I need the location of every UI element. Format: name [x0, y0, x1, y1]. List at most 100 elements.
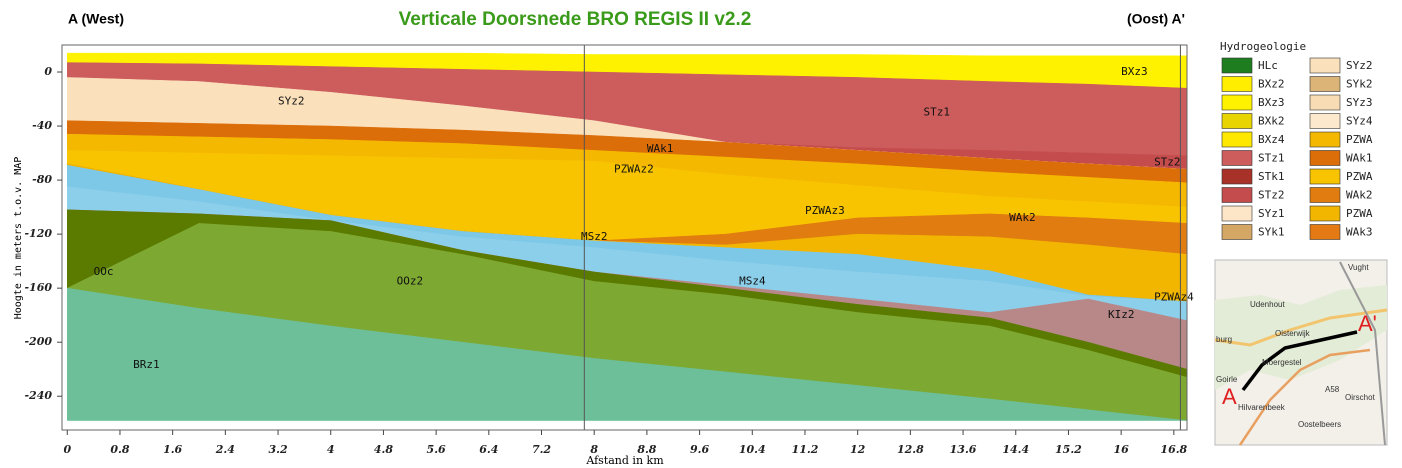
layer-label: PZWAz3 [805, 204, 845, 217]
legend-label: PZWA [1346, 133, 1373, 146]
layer-label: BXz3 [1121, 65, 1148, 78]
map-label: Vught [1348, 263, 1369, 272]
legend-swatch [1310, 58, 1340, 73]
legend-swatch [1222, 206, 1252, 221]
layer-label: SYz2 [278, 95, 305, 108]
left-label: A (West) [68, 11, 124, 27]
x-tick-label: 6.4 [479, 443, 498, 456]
legend-label: BXz2 [1258, 78, 1285, 91]
legend-label: HLc [1258, 59, 1278, 72]
legend-swatch [1310, 132, 1340, 147]
page: SYz2 WAk1 PZWAz2 STz1 BXz3 STz2 PZWAz3 WAk2 MSz2… [0, 0, 1402, 468]
legend-label: WAk2 [1346, 189, 1373, 202]
layer-label: MSz4 [739, 274, 766, 287]
x-tick-label: 0.8 [110, 443, 129, 456]
legend-swatch [1222, 132, 1252, 147]
map-label: A58 [1325, 385, 1340, 394]
map-label: Udenhout [1250, 300, 1285, 309]
legend-label: STk1 [1258, 170, 1285, 183]
map-label: Hilvarenbeek [1238, 403, 1286, 412]
legend-label: SYz1 [1258, 207, 1285, 220]
legend-label: STz2 [1258, 189, 1285, 202]
layer-label: KIz2 [1108, 308, 1135, 321]
legend-swatch [1310, 188, 1340, 203]
legend-swatch [1310, 114, 1340, 129]
layer-label: BRz1 [133, 358, 160, 371]
x-tick-label: 12 [850, 443, 866, 456]
x-tick-label: 10.4 [739, 443, 766, 456]
legend-swatch [1222, 77, 1252, 92]
map-label: Oostelbeers [1298, 420, 1341, 429]
chart-title: Verticale Doorsnede BRO REGIS II v2.2 [399, 9, 752, 30]
layer-label: MSz2 [581, 230, 608, 243]
map-label: Goirle [1216, 375, 1238, 384]
x-tick-label: 8 [590, 443, 598, 456]
x-tick-label: 0 [63, 443, 71, 456]
legend-label: BXk2 [1258, 115, 1285, 128]
map-label: burg [1216, 335, 1232, 344]
legend-swatch [1222, 58, 1252, 73]
y-tick-label: -80 [32, 173, 52, 186]
legend-label: WAk3 [1346, 226, 1373, 239]
right-label: (Oost) A' [1127, 11, 1185, 27]
layer-label: STz2 [1154, 156, 1181, 169]
x-tick-label: 7.2 [532, 443, 551, 456]
x-tick-label: 5.6 [427, 443, 446, 456]
legend-label: PZWA [1346, 207, 1373, 220]
x-tick-label: 9.6 [690, 443, 709, 456]
legend-swatch [1222, 95, 1252, 110]
legend-swatch [1222, 151, 1252, 166]
legend-title: Hydrogeologie [1220, 40, 1306, 53]
x-tick-label: 13.6 [950, 443, 977, 456]
x-tick-label: 2.4 [215, 443, 235, 456]
map-label: Oirschot [1345, 393, 1376, 402]
x-tick-label: 12.8 [897, 443, 924, 456]
x-tick-label: 8.8 [637, 443, 656, 456]
legend-label: WAk1 [1346, 152, 1373, 165]
y-tick-label: -160 [24, 281, 52, 294]
legend-swatch [1310, 225, 1340, 240]
legend-swatch [1310, 151, 1340, 166]
y-tick-label: 0 [44, 65, 52, 78]
legend-label: PZWA [1346, 170, 1373, 183]
x-tick-label: 15.2 [1055, 443, 1082, 456]
y-axis-label: Hoogte in meters t.o.v. MAP [13, 157, 24, 320]
legend-label: SYk2 [1346, 78, 1373, 91]
location-map: Vught Udenhout Oisterwijk burg Moergeste… [1215, 260, 1387, 445]
layer-label: OOc [94, 265, 114, 278]
map-label: Moergestel [1262, 358, 1302, 367]
legend-label: BXz3 [1258, 96, 1285, 109]
legend-label: BXz4 [1258, 133, 1285, 146]
map-label: Oisterwijk [1275, 329, 1311, 338]
cross-section: SYz2WAk1PZWAz2STz1BXz3STz2PZWAz3WAk2MSz2… [67, 45, 1194, 430]
legend-swatch [1222, 169, 1252, 184]
x-tick-label: 1.6 [163, 443, 182, 456]
x-tick-label: 14.4 [1002, 443, 1029, 456]
legend-swatch [1310, 206, 1340, 221]
legend-swatch [1310, 169, 1340, 184]
y-tick-label: -40 [32, 119, 52, 132]
layer-label: WAk1 [647, 142, 674, 155]
point-a-prime: A' [1358, 311, 1377, 336]
legend-swatch [1310, 77, 1340, 92]
legend-label: STz1 [1258, 152, 1285, 165]
x-tick-label: 4 [327, 443, 335, 456]
legend-swatch [1310, 95, 1340, 110]
x-tick-label: 16 [1113, 443, 1129, 456]
layer-label: WAk2 [1009, 211, 1036, 224]
legend-swatch [1222, 114, 1252, 129]
point-a: A [1222, 384, 1237, 409]
layer-label: PZWAz2 [614, 162, 654, 175]
x-tick-label: 4.8 [374, 443, 393, 456]
legend-swatch [1222, 188, 1252, 203]
x-tick-label: 3.2 [268, 443, 287, 456]
x-tick-label: 11.2 [792, 443, 819, 456]
y-tick-label: -200 [24, 335, 52, 348]
y-tick-label: -240 [24, 389, 52, 402]
x-tick-label: 16.8 [1160, 443, 1187, 456]
legend-label: SYk1 [1258, 226, 1285, 239]
y-tick-label: -120 [24, 227, 52, 240]
layer-label: OOz2 [397, 274, 424, 287]
legend-label: SYz2 [1346, 59, 1373, 72]
legend-swatch [1222, 225, 1252, 240]
